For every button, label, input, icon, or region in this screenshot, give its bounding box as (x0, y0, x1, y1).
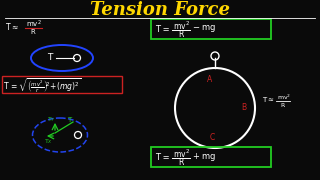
Text: T$_X$: T$_X$ (44, 138, 53, 147)
Text: R: R (280, 103, 284, 108)
Text: R: R (30, 29, 35, 35)
Text: T$\approx$: T$\approx$ (262, 96, 275, 105)
Text: Tension Force: Tension Force (90, 1, 230, 19)
Text: T: T (67, 117, 71, 123)
Text: A: A (207, 75, 212, 84)
Text: mv$^2$: mv$^2$ (173, 19, 190, 32)
Text: mv$^2$: mv$^2$ (26, 18, 42, 30)
Text: T$\approx$: T$\approx$ (5, 21, 19, 33)
Text: mv$^2$: mv$^2$ (277, 92, 291, 102)
Text: $-$ mg: $-$ mg (192, 24, 216, 35)
Text: mv$^2$: mv$^2$ (173, 147, 190, 160)
Text: B: B (241, 103, 247, 112)
Text: R: R (178, 158, 183, 167)
Text: T$_Y$: T$_Y$ (47, 116, 56, 124)
Text: T =: T = (155, 24, 172, 33)
Text: T: T (47, 53, 53, 62)
Text: $+$ mg: $+$ mg (192, 151, 216, 163)
Text: R: R (178, 30, 183, 39)
Text: C: C (209, 132, 215, 141)
Text: T = $\sqrt{\left(\frac{mv^2}{r}\right)^{\!2}\!+\!(mg)^2}$: T = $\sqrt{\left(\frac{mv^2}{r}\right)^{… (3, 76, 81, 96)
Text: T =: T = (155, 152, 172, 161)
